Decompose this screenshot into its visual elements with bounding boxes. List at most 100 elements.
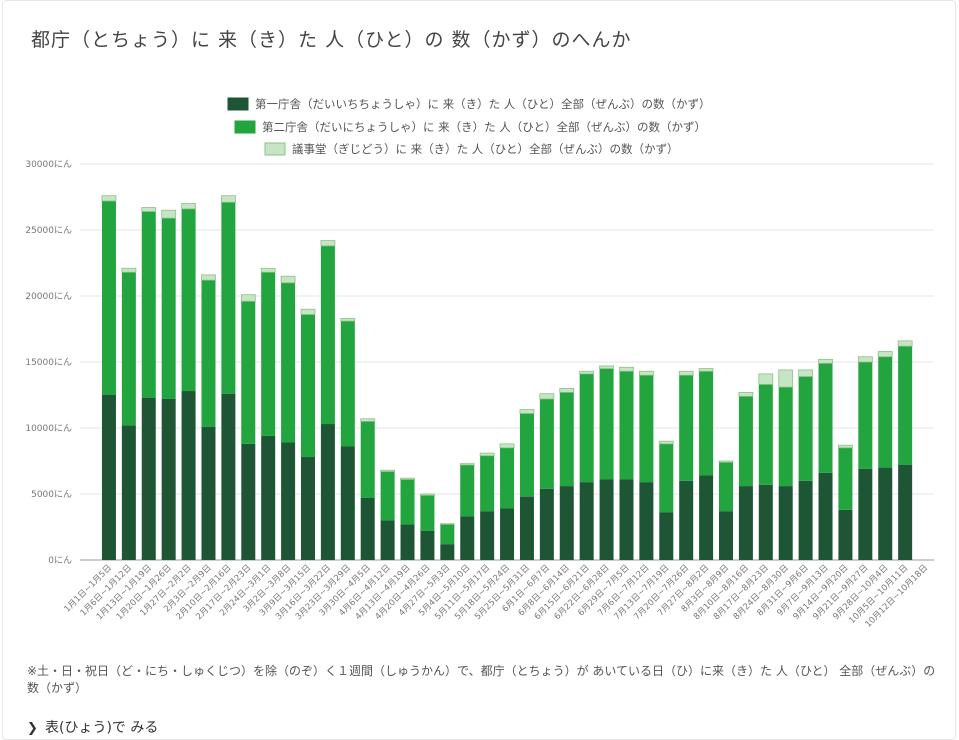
y-tick-label: 0にん xyxy=(48,555,72,566)
bar-segment-s3 xyxy=(360,418,376,422)
bar-segment-s3 xyxy=(320,240,336,247)
bar-segment-s1 xyxy=(221,393,236,560)
bar-segment-s3 xyxy=(260,267,276,273)
bar-segment-s1 xyxy=(699,475,714,560)
bar-segment-s2 xyxy=(559,392,574,487)
bar-segment-s1 xyxy=(719,511,733,560)
bar-segment-s1 xyxy=(281,442,296,560)
bar-segment-s2 xyxy=(380,471,395,521)
bar-segment-s1 xyxy=(460,516,475,560)
bar-segment-s2 xyxy=(161,218,176,399)
bar-segment-s3 xyxy=(559,387,575,393)
chevron-right-icon: ❯ xyxy=(27,721,38,736)
bar-segment-s2 xyxy=(778,387,793,487)
bar-segment-s3 xyxy=(718,460,734,463)
bar-segment-s3 xyxy=(619,366,634,372)
bar-segment-s2 xyxy=(340,321,355,447)
bar-segment-s3 xyxy=(280,275,296,284)
bar-segment-s3 xyxy=(121,267,137,273)
bar-segment-s3 xyxy=(420,493,435,496)
bar-segment-s3 xyxy=(519,409,535,414)
legend-swatch-s1 xyxy=(227,97,249,111)
bar-segment-s3 xyxy=(738,391,754,397)
bar-segment-s2 xyxy=(181,208,196,392)
bar-segment-s3 xyxy=(141,207,157,212)
bar-segment-s1 xyxy=(778,486,793,560)
bar-segment-s1 xyxy=(440,544,455,560)
bar-segment-s1 xyxy=(101,395,116,560)
bar-segment-s2 xyxy=(539,398,554,489)
legend-swatch-s3 xyxy=(264,142,286,156)
bar-segment-s2 xyxy=(858,362,873,469)
y-tick-label: 5000にん xyxy=(31,489,72,500)
legend-swatch-s2 xyxy=(234,120,256,134)
bar-segment-s2 xyxy=(639,375,654,483)
bar-segment-s3 xyxy=(400,477,415,480)
bar-segment-s3 xyxy=(857,356,873,363)
bar-segment-s3 xyxy=(658,440,674,445)
bar-segment-s2 xyxy=(758,384,773,485)
bar-segment-s2 xyxy=(440,524,455,545)
bar-segment-s1 xyxy=(161,398,176,560)
bar-segment-s1 xyxy=(898,464,913,560)
bar-segment-s1 xyxy=(301,457,315,560)
bar-segment-s2 xyxy=(480,455,495,512)
bar-segment-s3 xyxy=(599,365,614,369)
bar-segment-s2 xyxy=(101,200,116,395)
bar-segment-s3 xyxy=(678,370,694,376)
y-tick-label: 10000にん xyxy=(25,423,72,434)
bar-segment-s3 xyxy=(439,523,455,525)
bar-segment-s2 xyxy=(579,373,594,483)
bar-segment-s2 xyxy=(599,368,614,480)
bar-segment-s1 xyxy=(340,446,355,560)
bar-segment-s1 xyxy=(500,508,515,560)
bar-segment-s3 xyxy=(778,369,794,388)
bar-segment-s1 xyxy=(380,520,395,560)
bar-segment-s3 xyxy=(181,203,196,210)
bar-segment-s2 xyxy=(281,282,296,443)
y-tick-label: 20000にん xyxy=(25,291,72,302)
bar-segment-s2 xyxy=(301,314,315,458)
bar-segment-s1 xyxy=(738,486,753,560)
bar-segment-s3 xyxy=(638,370,654,376)
bar-segment-s2 xyxy=(400,479,415,525)
bar-segment-s1 xyxy=(320,424,335,560)
bar-segment-s2 xyxy=(679,375,694,481)
bar-segment-s1 xyxy=(758,484,773,560)
bar-segment-s3 xyxy=(539,393,555,400)
bar-segment-s3 xyxy=(818,358,833,364)
bar-segment-s3 xyxy=(479,452,495,457)
bar-segment-s1 xyxy=(858,468,873,560)
bar-segment-s1 xyxy=(480,511,495,560)
bar-segment-s1 xyxy=(261,435,276,560)
bar-segment-s3 xyxy=(220,195,236,203)
bar-segment-s2 xyxy=(719,462,733,512)
bar-segment-s1 xyxy=(519,496,534,560)
bar-segment-s3 xyxy=(838,444,853,449)
bar-segment-s2 xyxy=(500,447,515,509)
bar-segment-s1 xyxy=(121,425,136,560)
bar-segment-s3 xyxy=(579,370,595,375)
bar-segment-s2 xyxy=(221,202,236,394)
bar-segment-s1 xyxy=(798,480,813,560)
bar-segment-s2 xyxy=(659,443,674,513)
bar-segment-s3 xyxy=(698,368,714,372)
bar-segment-s1 xyxy=(241,443,256,560)
bar-segment-s1 xyxy=(838,509,853,560)
bar-segment-s2 xyxy=(798,376,813,481)
bar-segment-s2 xyxy=(320,245,335,425)
bar-segment-s1 xyxy=(559,486,574,560)
bar-segment-s1 xyxy=(619,479,634,560)
bar-segment-s3 xyxy=(240,294,256,302)
bar-segment-s1 xyxy=(420,530,435,560)
bar-segment-s1 xyxy=(659,512,674,560)
bar-segment-s3 xyxy=(201,274,216,281)
bar-segment-s1 xyxy=(679,480,694,560)
y-tick-label: 30000にん xyxy=(25,159,72,170)
show-table-toggle[interactable]: ❯ 表(ひょう)で みる xyxy=(27,717,158,737)
stacked-bar-chart: 0にん 5000にん 10000にん 15000にん 20000にん 25000にん 300… xyxy=(25,97,934,630)
bar-segment-s3 xyxy=(380,469,396,472)
bar-segment-s2 xyxy=(141,211,156,398)
bar-segment-s3 xyxy=(877,351,893,358)
